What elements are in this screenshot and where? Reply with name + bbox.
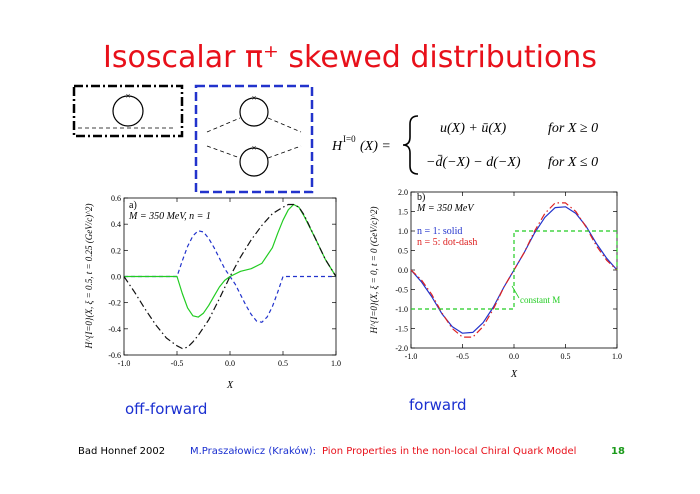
chart-b-legend-n5: n = 5: dot-dash: [417, 237, 477, 248]
formula-lhs-superscript: I=0: [343, 134, 356, 144]
footer-conference: Bad Honnef 2002: [78, 446, 166, 457]
formula-lhs-argument: (X) =: [360, 139, 391, 154]
chart-b-constant-pointer: [511, 285, 520, 299]
chart-b-ytick-label: 1.0: [398, 227, 408, 236]
chart-b-ytick-label: -1.5: [395, 325, 408, 334]
chart-b-ytick-label: 2.0: [398, 188, 408, 197]
svg-text:×: ×: [251, 93, 256, 103]
chart-b-ytick-label: -0.5: [395, 286, 408, 295]
isospin-formula: H I=0 (X) = u(X) + ū(X) for X ≥ 0 −d̄(−X…: [331, 115, 598, 175]
chart-a-annotation: M = 350 MeV, n = 1: [128, 211, 211, 222]
chart-a-xtick-label: -0.5: [171, 359, 184, 368]
chart-b-xlabel: X: [510, 369, 518, 380]
chart-a-xtick-label: -1.0: [118, 359, 131, 368]
formula-row1-expression: u(X) + ū(X): [440, 121, 507, 136]
caption-off-forward: off-forward: [125, 400, 208, 418]
chart-b-xtick-label: -0.5: [456, 352, 469, 361]
chart-a-panel-label: a): [129, 200, 137, 211]
chart-b-ylabel: H^{I=0}(X, ξ = 0, t = 0 (GeV/c)^2): [369, 206, 379, 334]
chart-b-constant-label: constant M: [520, 295, 560, 305]
slide-title: Isoscalar π⁺ skewed distributions: [103, 40, 597, 75]
chart-a-xtick-label: 1.0: [331, 359, 341, 368]
formula-row2-expression: −d̄(−X) − d(−X): [426, 154, 521, 170]
chart-b-ytick-label: -2.0: [395, 344, 408, 353]
chart-a-ytick-label: 0.6: [111, 194, 121, 203]
formula-brace: [402, 115, 419, 175]
caption-forward: forward: [409, 396, 467, 414]
diagram-box-right: × ×: [194, 84, 314, 194]
chart-b-xtick-label: 1.0: [612, 352, 622, 361]
chart-a-ytick-label: 0.0: [111, 273, 121, 282]
chart-a-ytick-label: 0.2: [111, 246, 121, 255]
formula-row1-condition: for X ≥ 0: [548, 121, 598, 136]
chart-b-series-dash-line: [411, 230, 618, 310]
footer-talk-title: Pion Properties in the non-local Chiral …: [322, 446, 577, 457]
chart-b-xtick-label: 0.0: [509, 352, 519, 361]
footer-page-number: 18: [611, 446, 625, 457]
chart-off-forward: -1.0 -0.5 0.0 0.5 1.0 -0.6 -0.4 -0.2 0.0 0.2 0.4 0.…: [84, 194, 341, 391]
footer-author: M.Praszałowicz (Kraków):: [190, 446, 317, 457]
chart-b-ytick-label: 0.0: [398, 266, 408, 275]
chart-a-xtick-label: 0.5: [278, 359, 288, 368]
chart-a-xtick-label: 0.0: [225, 359, 235, 368]
chart-b-legend-n1: n = 1: solid: [417, 226, 462, 237]
chart-a-series-solid-line: [124, 203, 337, 318]
formula-row2-condition: for X ≤ 0: [548, 155, 598, 170]
svg-text:×: ×: [251, 143, 256, 153]
chart-a-ytick-label: 0.4: [111, 220, 121, 229]
chart-b-ytick-label: -1.0: [395, 305, 408, 314]
chart-a-series-dashdot-line: [123, 203, 337, 350]
feynman-diagrams: × × ×: [72, 84, 314, 194]
chart-b-xtick-label: -1.0: [405, 352, 418, 361]
chart-b-xtick-label: 0.5: [561, 352, 571, 361]
formula-lhs: H: [331, 139, 343, 154]
chart-b-annotation: M = 350 MeV: [416, 203, 475, 214]
chart-a-ytick-label: -0.6: [108, 351, 121, 360]
chart-forward: -1.0 -0.5 0.0 0.5 1.0 -2.0 -1.5 -1.0 -0.5 0.0 0.5 1…: [369, 188, 622, 380]
chart-a-ytick-label: -0.2: [108, 299, 121, 308]
chart-a-xlabel: X: [226, 380, 234, 391]
chart-a-ylabel: H^{I=0}(X, ξ = 0.5, t = 0.25 (GeV/c)^2): [84, 203, 94, 349]
diagram-box-left: ×: [72, 84, 184, 138]
chart-b-ytick-label: 1.5: [398, 208, 408, 217]
chart-b-ytick-label: 0.5: [398, 247, 408, 256]
chart-b-panel-label: b): [417, 192, 425, 203]
svg-text:×: ×: [125, 91, 130, 101]
chart-a-ytick-label: -0.4: [108, 325, 121, 334]
